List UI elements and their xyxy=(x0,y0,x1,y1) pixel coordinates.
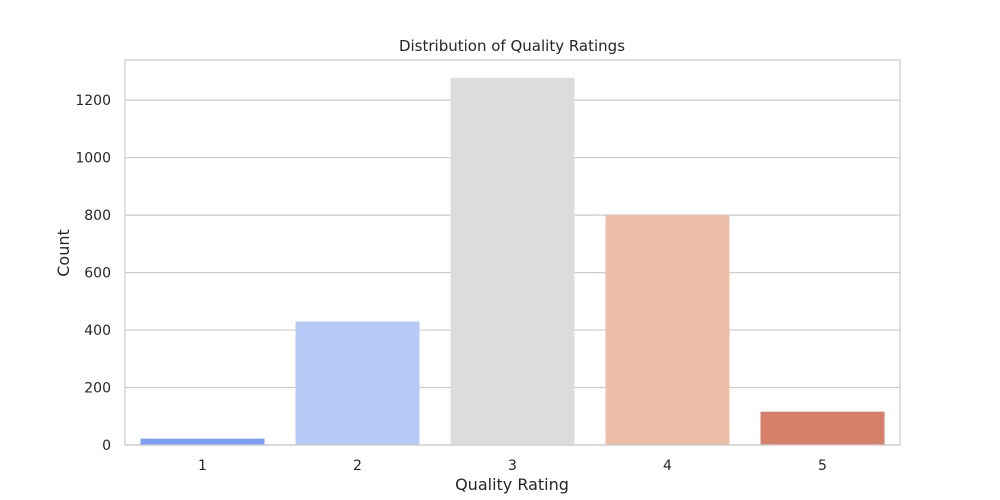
bar-rating-3 xyxy=(450,77,575,446)
plot-frame xyxy=(124,59,901,446)
x-tick-labels: 1 2 3 4 5 xyxy=(198,458,827,474)
y-tick-label: 200 xyxy=(84,381,111,397)
y-tick-label: 400 xyxy=(84,323,111,339)
x-tick-label: 5 xyxy=(818,458,827,474)
y-tick-label: 1000 xyxy=(75,151,111,167)
chart-title: Distribution of Quality Ratings xyxy=(399,37,625,55)
bar-rating-5 xyxy=(760,411,885,445)
y-tick-label: 1200 xyxy=(75,93,111,109)
bar-rating-4 xyxy=(605,215,730,445)
x-tick-label: 3 xyxy=(508,458,517,474)
x-tick-label: 1 xyxy=(198,458,207,474)
y-tick-label: 0 xyxy=(102,438,111,454)
y-tick-labels: 0 200 400 600 800 1000 1200 xyxy=(75,93,111,454)
x-axis-title: Quality Rating xyxy=(455,475,569,494)
bar-rating-2 xyxy=(295,321,420,445)
y-axis-title: Count xyxy=(54,229,73,277)
x-tick-label: 4 xyxy=(663,458,672,474)
bar-rating-1 xyxy=(140,438,265,445)
y-tick-label: 600 xyxy=(84,266,111,282)
x-tick-label: 2 xyxy=(353,458,362,474)
y-tick-label: 800 xyxy=(84,208,111,224)
bars xyxy=(140,77,885,446)
